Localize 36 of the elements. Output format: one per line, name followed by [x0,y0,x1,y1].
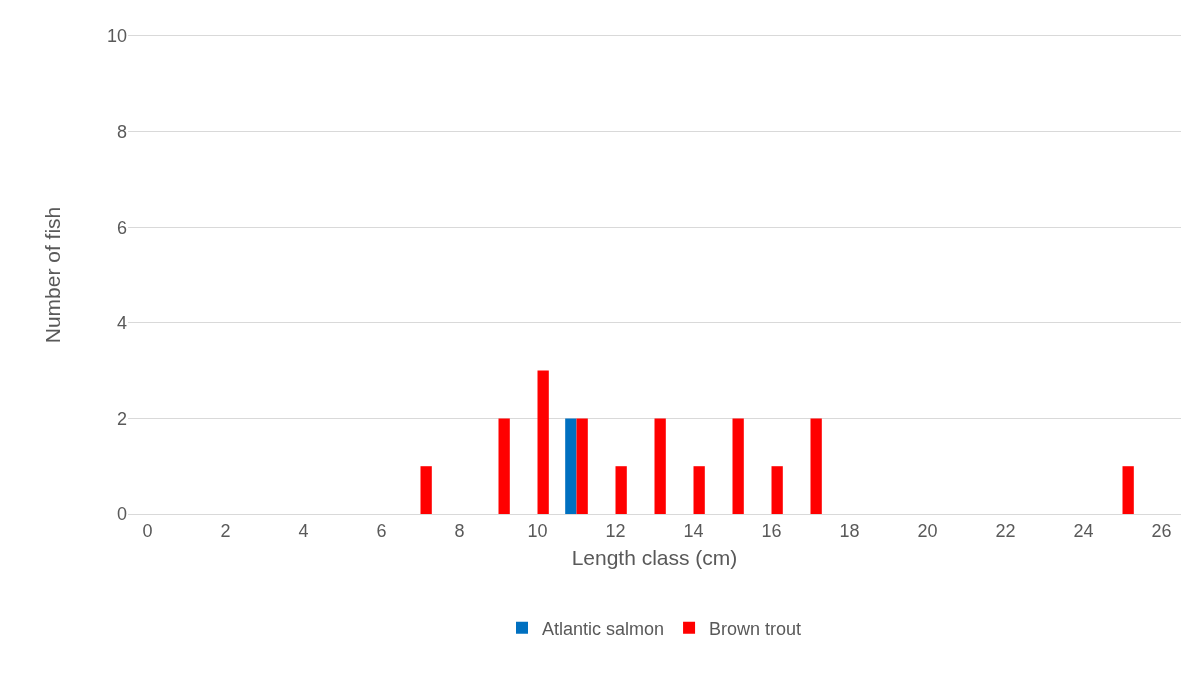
bar [654,418,666,514]
bar [693,466,705,514]
x-tick-label: 10 [527,520,548,541]
bar [565,418,577,514]
bar [420,466,432,514]
x-tick-label: 8 [454,520,465,541]
y-tick-label: 0 [116,504,127,525]
y-tick-label: 2 [116,408,127,429]
x-tick-label: 26 [1151,520,1172,541]
y-tick-label: 6 [116,217,127,238]
legend-label: Atlantic salmon [542,618,665,639]
x-tick-label: 6 [376,520,387,541]
x-tick-label: 24 [1073,520,1094,541]
x-axis-title: Length class (cm) [571,545,738,569]
y-tick-label: 4 [116,313,127,334]
bar [1122,466,1134,514]
bar [537,370,549,514]
bar [771,466,783,514]
bar [615,466,627,514]
bar [498,418,510,514]
y-axis-title: Number of fish [41,206,65,344]
bar [732,418,744,514]
bar [576,418,588,514]
x-tick-label: 12 [605,520,626,541]
legend-label: Brown trout [709,618,802,639]
x-tick-label: 2 [220,520,231,541]
y-tick-label: 8 [116,121,127,142]
x-tick-label: 0 [142,520,153,541]
x-tick-label: 14 [683,520,704,541]
y-tick-label: 10 [106,26,127,47]
x-tick-label: 16 [761,520,782,541]
x-tick-label: 20 [917,520,938,541]
x-tick-label: 4 [298,520,309,541]
x-tick-label: 22 [995,520,1016,541]
bar [810,418,822,514]
x-tick-label: 18 [839,520,860,541]
